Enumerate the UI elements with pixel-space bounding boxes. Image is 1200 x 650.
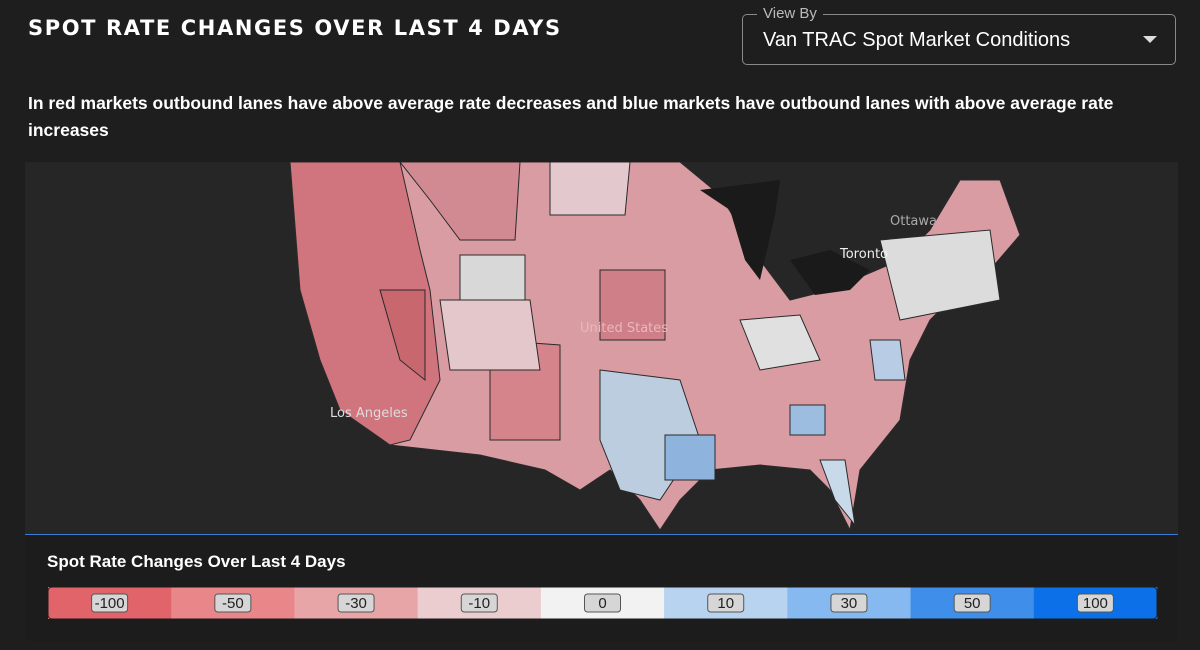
region	[379, 289, 426, 382]
legend-label: -30	[345, 595, 367, 612]
dropdown-arrow[interactable]	[1143, 36, 1157, 43]
region	[789, 404, 826, 436]
legend-label: 100	[1083, 595, 1108, 612]
region	[869, 339, 906, 381]
dropdown-label: View By	[757, 5, 823, 22]
legend-label: 10	[717, 595, 734, 612]
legend-label-bg	[1076, 593, 1114, 613]
legend-label-bg	[707, 593, 745, 613]
map-label: Los Angeles	[330, 406, 408, 421]
page-title: SPOT RATE CHANGES OVER LAST 4 DAYS	[28, 16, 562, 40]
great-lakes	[790, 250, 870, 295]
region	[819, 459, 856, 527]
region	[599, 269, 666, 341]
legend-label: -50	[222, 595, 244, 612]
region	[439, 299, 541, 371]
view-by-dropdown[interactable]: View By Van TRAC Spot Market Conditions	[742, 5, 1176, 65]
legend-clip	[47, 586, 1158, 620]
region	[739, 314, 821, 371]
legend-title: Spot Rate Changes Over Last 4 Days	[47, 552, 346, 571]
legend-label-bg	[337, 593, 375, 613]
legend-label-bg	[953, 593, 991, 613]
legend-label: -100	[95, 595, 125, 612]
legend-label-bg	[460, 593, 498, 613]
legend-bar: -100 -50 -30 -10 0 10 30 50 100	[47, 586, 1158, 620]
map-label: United States	[580, 321, 668, 336]
region	[399, 162, 521, 241]
legend-label-bg	[91, 593, 129, 613]
great-lakes	[700, 180, 780, 280]
legend-label-bg	[584, 593, 621, 613]
map-label: Toronto	[839, 247, 888, 262]
region	[879, 229, 1001, 321]
legend-label-bg	[214, 593, 252, 613]
region	[289, 162, 441, 446]
legend: Spot Rate Changes Over Last 4 Days -100-…	[25, 534, 1178, 641]
legend-label: 0	[598, 595, 606, 612]
map[interactable]: Ottawa Toronto United States Los Angeles	[25, 162, 1178, 535]
map-label: Ottawa	[890, 214, 937, 229]
legend-label: 30	[841, 595, 858, 612]
region	[664, 434, 716, 481]
region	[459, 254, 526, 306]
dropdown-value[interactable]: Van TRAC Spot Market Conditions	[763, 29, 1071, 51]
legend-label: -10	[468, 595, 490, 612]
region	[549, 162, 631, 216]
legend-label-bg	[830, 593, 868, 613]
legend-label: 50	[964, 595, 981, 612]
description: In red markets outbound lanes have above…	[28, 93, 1114, 140]
